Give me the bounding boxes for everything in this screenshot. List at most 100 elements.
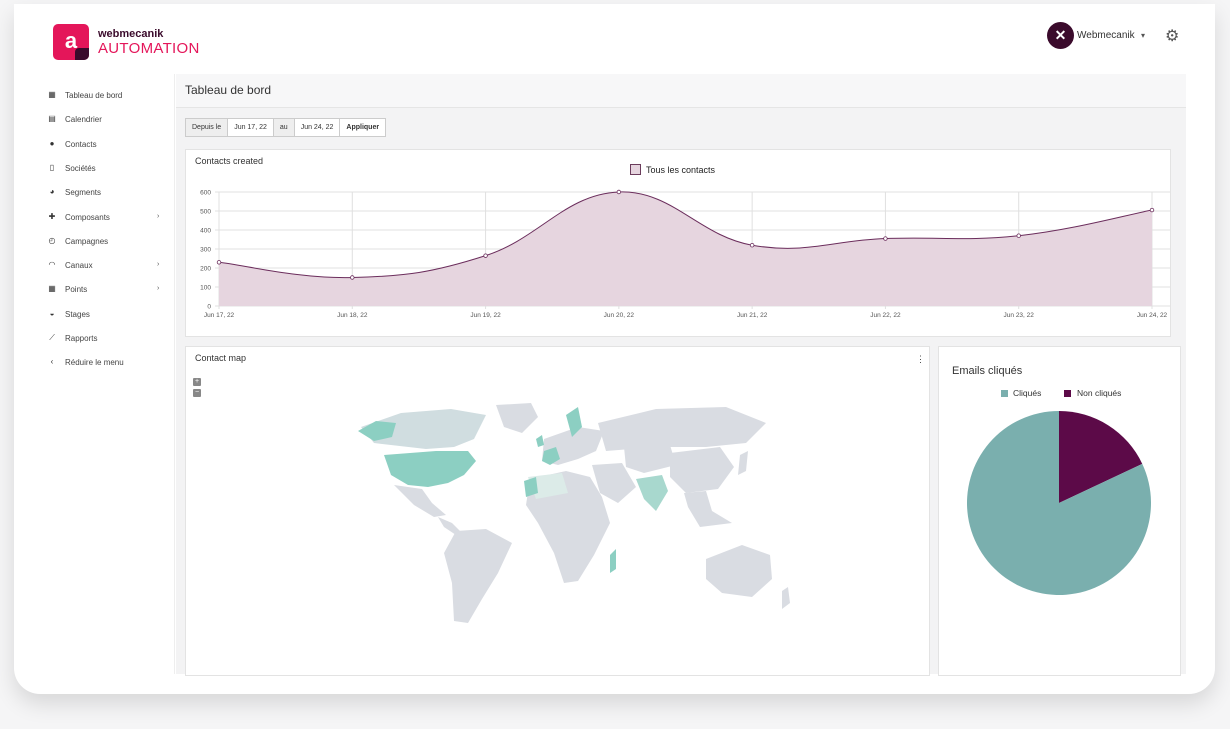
apply-button[interactable]: Appliquer [340, 119, 386, 136]
sidebar-item-label: Réduire le menu [65, 358, 124, 368]
x-tick-label: Jun 23, 22 [1004, 312, 1035, 319]
page-header: Tableau de bord [176, 74, 1186, 108]
app-frame: a webmecanik AUTOMATION ✕ Webmecanik ▾ ⚙… [14, 4, 1215, 694]
date-to-input[interactable]: Jun 24, 22 [295, 119, 341, 136]
sidebar-item-label: Stages [65, 309, 90, 319]
rss-icon: ◠ [48, 260, 56, 270]
sidebar-item-label: Contacts [65, 139, 97, 149]
sidebar: ▦ Tableau de bord ▤ Calendrier ● Contacts ▯ Soc… [32, 74, 175, 674]
legend-swatch[interactable] [630, 164, 641, 175]
legend-label-not-clicked[interactable]: Non cliqués [1077, 388, 1122, 398]
map-africa[interactable] [526, 471, 610, 583]
series-line [218, 191, 1153, 279]
contact-map-panel: Contact map ⋮ + − [185, 346, 930, 676]
sidebar-item-label: Rapports [65, 334, 98, 343]
map-russia[interactable] [598, 407, 766, 451]
map-japan[interactable] [738, 451, 748, 475]
sidebar-item-4[interactable]: ◕ Segments [32, 183, 175, 201]
sidebar-item-0[interactable]: ▦ Tableau de bord [32, 86, 175, 104]
date-from-input[interactable]: Jun 17, 22 [228, 119, 274, 136]
sidebar-item-label: Calendrier [65, 115, 102, 125]
sidebar-item-label: Campagnes [65, 236, 109, 246]
zoom-out-button[interactable]: − [193, 389, 201, 397]
sidebar-item-1[interactable]: ▤ Calendrier [32, 110, 175, 128]
sidebar-item-label: Points [65, 285, 88, 295]
map-central-america[interactable] [438, 517, 462, 535]
pie-slice-1[interactable] [1059, 411, 1143, 503]
legend-swatch-clicked[interactable] [1001, 390, 1008, 397]
map-central-asia[interactable] [624, 445, 676, 473]
pie-title: Emails cliqués [952, 365, 1023, 377]
emails-pie-chart [967, 411, 1151, 595]
caret-down-icon[interactable]: ▾ [1141, 31, 1146, 40]
sidebar-item-11[interactable]: ‹ Réduire le menu [32, 353, 175, 371]
map-alaska[interactable] [358, 421, 396, 441]
data-point [616, 189, 622, 195]
y-tick-label: 400 [200, 228, 211, 235]
map-china[interactable] [670, 447, 734, 493]
map-south-america[interactable] [444, 529, 512, 623]
brand-logo[interactable]: a [53, 24, 89, 60]
sidebar-item-label: Sociétés [65, 163, 96, 173]
sidebar-item-10[interactable]: ⟋ Rapports [32, 329, 175, 347]
x-tick-label: Jun 24, 22 [1137, 312, 1168, 319]
sidebar-item-5[interactable]: ✚ Composants › [32, 208, 175, 226]
building-icon: ▯ [49, 162, 55, 172]
map-mexico[interactable] [394, 485, 446, 517]
map-madagascar[interactable] [610, 549, 616, 573]
pie-slice-0[interactable] [967, 411, 1151, 595]
map-canada[interactable] [361, 409, 486, 449]
data-point [1149, 207, 1155, 213]
calendar-icon: ▤ [48, 114, 56, 124]
gear-icon[interactable]: ⚙ [1165, 28, 1180, 45]
data-point [216, 260, 222, 265]
user-avatar[interactable]: ✕ [1047, 22, 1074, 49]
sidebar-item-6[interactable]: ◴ Campagnes [32, 232, 175, 250]
page-title: Tableau de bord [185, 83, 272, 97]
pie-icon: ◕ [49, 187, 55, 197]
map-australia[interactable] [706, 545, 772, 597]
more-menu-icon[interactable]: ⋮ [916, 354, 925, 364]
map-usa[interactable] [384, 451, 476, 487]
logo-letter: a [64, 28, 78, 53]
map-morocco[interactable] [524, 477, 538, 497]
sidebar-item-2[interactable]: ● Contacts [32, 135, 175, 153]
logo-notch [75, 48, 89, 60]
clock-icon: ◴ [48, 235, 56, 245]
legend-swatch-not-clicked[interactable] [1064, 390, 1071, 397]
x-tick-label: Jun 20, 22 [604, 312, 635, 319]
chevron-right-icon: › [157, 212, 160, 220]
map-greenland[interactable] [496, 403, 538, 433]
x-tick-label: Jun 18, 22 [337, 312, 368, 319]
map-india[interactable] [636, 475, 668, 511]
top-header: a webmecanik AUTOMATION ✕ Webmecanik ▾ ⚙ [14, 4, 1215, 74]
y-tick-label: 600 [200, 190, 211, 197]
sidebar-item-label: Canaux [65, 261, 93, 271]
map-north-africa[interactable] [528, 473, 568, 499]
date-from-label: Depuis le [186, 119, 229, 136]
user-name[interactable]: Webmecanik [1077, 30, 1135, 41]
sidebar-item-label: Tableau de bord [65, 91, 123, 100]
map-middle-east[interactable] [592, 463, 636, 503]
map-new-zealand[interactable] [782, 587, 790, 609]
world-map [358, 403, 790, 623]
sidebar-item-label: Segments [65, 188, 102, 198]
panel-title: Contacts created [195, 156, 264, 166]
sidebar-item-9[interactable]: ◒ Stages [32, 305, 175, 323]
zoom-in-button[interactable]: + [193, 378, 201, 386]
legend-label-clicked[interactable]: Cliqués [1013, 388, 1042, 398]
map-uk[interactable] [536, 435, 544, 447]
data-point [883, 236, 888, 241]
map-france[interactable] [542, 447, 560, 465]
sidebar-item-8[interactable]: ▦ Points › [32, 280, 175, 298]
legend-label[interactable]: Tous les contacts [646, 165, 716, 175]
main-content: Tableau de bord Depuis le Jun 17, 22 au … [176, 74, 1186, 676]
map-scandinavia[interactable] [566, 407, 582, 437]
user-icon: ● [49, 138, 55, 148]
sidebar-item-7[interactable]: ◠ Canaux › [32, 256, 175, 274]
puzzle-icon: ✚ [48, 211, 56, 221]
date-to-label: au [273, 119, 295, 136]
map-southeast-asia[interactable] [684, 491, 732, 527]
data-point [350, 275, 355, 280]
sidebar-item-3[interactable]: ▯ Sociétés [32, 159, 175, 177]
